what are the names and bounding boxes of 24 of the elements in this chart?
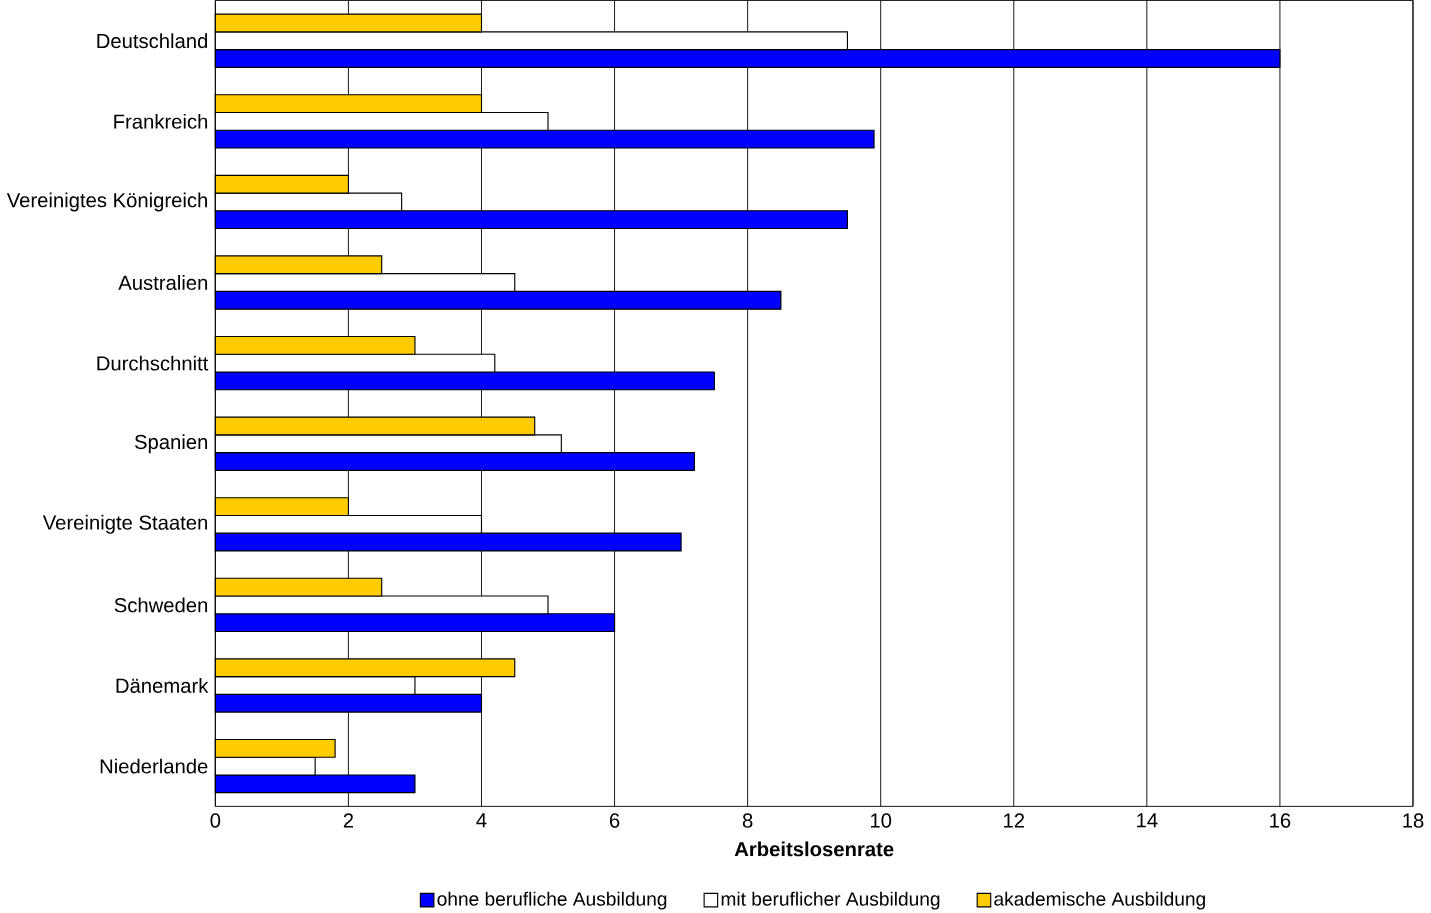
x-tick-label: 2: [343, 813, 354, 828]
x-tick-label: 10: [870, 813, 892, 828]
x-tick-label: 16: [1270, 813, 1291, 828]
x-tick-label: 8: [742, 813, 753, 828]
y-tick-label: Deutschland: [97, 33, 208, 49]
y-tick-label: Frankreich: [114, 113, 208, 129]
y-tick-label: Schweden: [114, 597, 208, 613]
y-tick-label: Spanien: [134, 434, 208, 454]
x-axis-title: Arbeitslosenrate: [734, 841, 894, 857]
legend-label: akademische Ausbildung: [994, 891, 1205, 910]
legend-label: ohne berufliche Ausbildung: [437, 891, 667, 910]
x-tick-label: 12: [1004, 813, 1025, 828]
x-tick-label: 18: [1403, 813, 1424, 828]
x-tick-label: 6: [609, 813, 620, 828]
x-tick-label: 0: [210, 813, 221, 828]
x-tick-label: 4: [476, 813, 487, 828]
x-tick-label: 14: [1137, 813, 1158, 828]
y-tick-label: Niederlande: [100, 758, 208, 774]
y-tick-label: Australien: [118, 275, 208, 290]
y-tick-label: Durchschnitt: [97, 355, 209, 371]
y-tick-label: Vereinigtes Königreich: [6, 192, 207, 212]
y-tick-label: Vereinigte Staaten: [42, 514, 208, 534]
legend-label: mit beruflicher Ausbildung: [721, 891, 940, 910]
y-tick-label: Dänemark: [116, 678, 209, 693]
